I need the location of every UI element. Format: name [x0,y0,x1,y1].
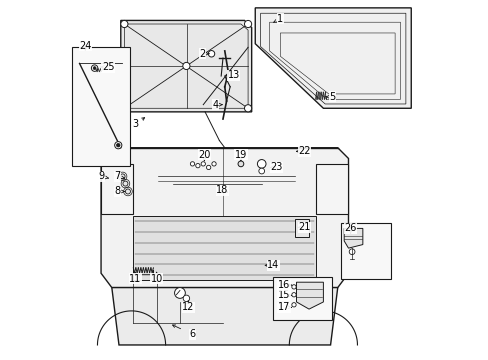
Text: 22: 22 [298,146,310,156]
Circle shape [116,143,120,147]
Circle shape [93,67,96,69]
Circle shape [121,105,128,112]
Circle shape [238,161,244,167]
Text: 18: 18 [216,185,228,195]
Circle shape [201,162,205,166]
Polygon shape [255,8,410,108]
Text: 1: 1 [277,14,283,24]
Circle shape [122,181,128,186]
Text: 15: 15 [277,291,289,301]
Circle shape [120,174,125,179]
Text: 23: 23 [270,162,283,172]
Text: 2: 2 [199,49,205,59]
Circle shape [195,163,200,168]
Polygon shape [344,228,362,248]
Text: 10: 10 [150,274,163,284]
Circle shape [291,293,296,297]
Text: 25: 25 [102,62,114,72]
Circle shape [258,168,264,174]
Text: 8: 8 [114,186,120,197]
Polygon shape [294,220,308,237]
Circle shape [190,162,194,166]
Circle shape [183,295,189,302]
Circle shape [206,165,210,170]
Circle shape [115,141,122,149]
Text: 20: 20 [198,150,210,160]
Circle shape [174,288,185,298]
Polygon shape [316,164,348,214]
Text: 14: 14 [266,260,279,270]
Bar [340,223,390,279]
Text: 17: 17 [277,302,289,312]
Text: 11: 11 [129,274,141,284]
Text: 16: 16 [277,280,289,290]
Polygon shape [121,21,251,112]
Polygon shape [133,216,316,280]
Text: 7: 7 [114,171,120,181]
Text: 26: 26 [344,224,356,233]
Polygon shape [112,288,337,345]
Circle shape [291,303,296,307]
Text: 9: 9 [98,171,104,181]
Polygon shape [296,282,323,309]
Text: 6: 6 [189,329,195,339]
Circle shape [125,189,130,194]
Polygon shape [101,164,133,214]
Circle shape [244,105,251,112]
Circle shape [183,62,190,69]
Circle shape [348,249,354,255]
Text: 12: 12 [182,302,194,312]
Text: 13: 13 [227,70,240,80]
Bar [273,277,332,320]
Circle shape [208,50,214,57]
Text: 5: 5 [328,92,335,102]
Bar [72,47,129,166]
Text: 21: 21 [298,222,310,232]
Circle shape [211,162,216,166]
Circle shape [291,285,296,289]
Circle shape [257,159,265,168]
Polygon shape [101,148,348,288]
Text: 4: 4 [212,100,219,110]
Circle shape [91,65,98,71]
Circle shape [121,21,128,28]
Text: 24: 24 [79,41,91,50]
Circle shape [244,21,251,28]
Text: 19: 19 [234,150,246,160]
Text: 3: 3 [132,120,138,129]
